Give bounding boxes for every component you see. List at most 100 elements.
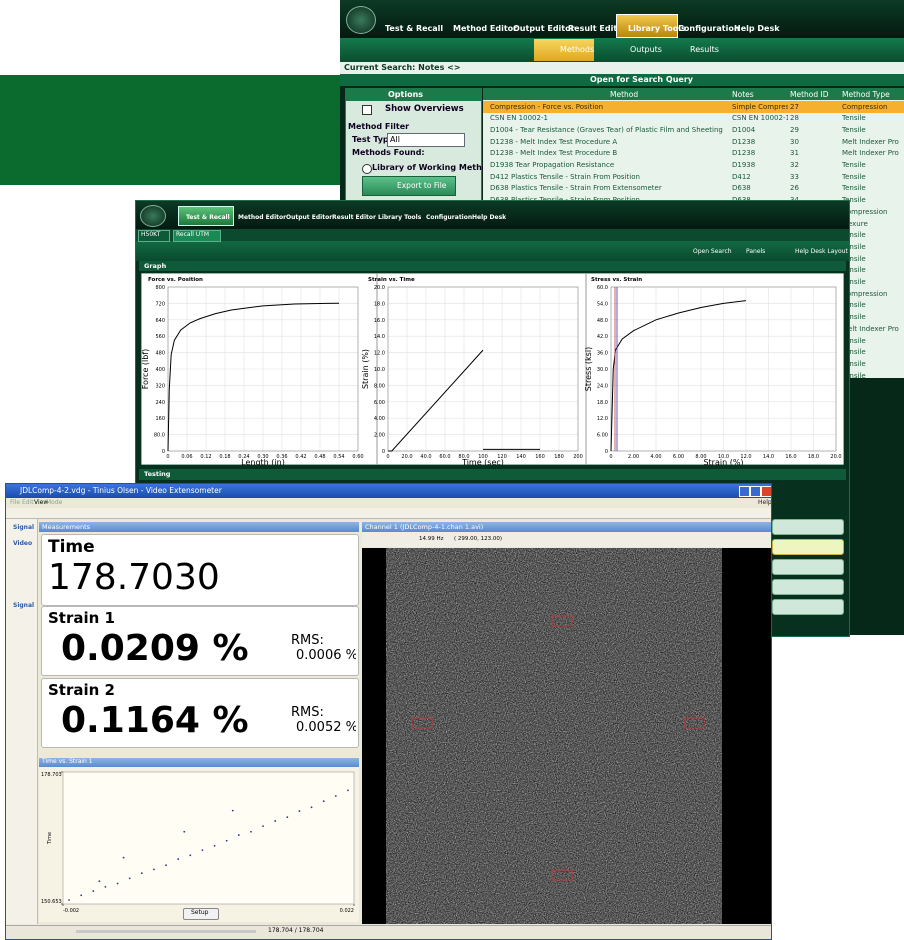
table-cell[interactable]: CSN EN 10002-1: [732, 114, 788, 123]
table-cell[interactable]: Tensile: [842, 196, 866, 205]
tab[interactable]: [138, 230, 170, 242]
menu-item[interactable]: Test & Recall: [385, 24, 444, 33]
menu-item[interactable]: Method Editor: [238, 214, 287, 221]
table-cell[interactable]: Tensile: [842, 336, 866, 345]
setup-label[interactable]: Setup: [191, 909, 209, 916]
tab[interactable]: [173, 230, 221, 242]
export-label[interactable]: Export to File: [397, 181, 447, 190]
table-cell[interactable]: Tensile: [842, 172, 866, 181]
test-type-select[interactable]: [387, 133, 465, 147]
table-cell[interactable]: Tensile: [842, 359, 866, 368]
table-cell[interactable]: Melt Indexer Pro: [842, 149, 899, 158]
table-cell[interactable]: D412: [732, 172, 751, 181]
table-cell[interactable]: Tensile: [842, 313, 866, 322]
table-cell[interactable]: Melt Indexer Pro: [842, 324, 899, 333]
active-menu-box[interactable]: [616, 14, 678, 38]
sidebar-item[interactable]: Video: [13, 540, 33, 547]
export-button[interactable]: [362, 176, 456, 196]
tab-label[interactable]: H50KT: [141, 231, 161, 238]
table-cell[interactable]: D1238 - Melt Index Test Procedure A: [490, 137, 618, 146]
table-cell[interactable]: 29: [790, 125, 799, 134]
table-cell[interactable]: Tensile: [842, 266, 866, 275]
table-cell[interactable]: 28: [790, 114, 799, 123]
menu-item[interactable]: File: [10, 499, 21, 506]
table-cell[interactable]: 30: [790, 137, 799, 146]
table-cell[interactable]: Tensile: [842, 184, 866, 193]
checkbox[interactable]: [362, 105, 372, 115]
menu-item[interactable]: Output Editor: [513, 24, 575, 33]
table-cell[interactable]: D638: [732, 184, 751, 193]
menu-item[interactable]: Library Tools: [628, 24, 686, 33]
selected-row[interactable]: [483, 101, 904, 113]
table-cell[interactable]: Melt Indexer Pro: [842, 137, 899, 146]
search-bar[interactable]: [340, 74, 904, 86]
table-cell[interactable]: Flexure: [842, 219, 868, 228]
menu-item[interactable]: Output Editor: [286, 214, 333, 221]
panel-button[interactable]: [772, 579, 844, 595]
table-cell[interactable]: D1238: [732, 149, 756, 158]
table-cell[interactable]: Compression: [842, 289, 888, 298]
sidebar-item[interactable]: Signal: [13, 524, 35, 531]
table-cell[interactable]: D638 Plastics Tensile - Strain From Exte…: [490, 184, 662, 193]
subtab[interactable]: Methods: [560, 45, 595, 54]
toolbar-button[interactable]: Open Search: [693, 248, 732, 255]
menu-item[interactable]: Library Tools: [378, 214, 422, 221]
table-cell[interactable]: Tensile: [842, 254, 866, 263]
table-cell[interactable]: 33: [790, 172, 799, 181]
table-cell[interactable]: Tensile: [842, 161, 866, 169]
menu-item[interactable]: Result Editor: [568, 24, 627, 33]
menu-item[interactable]: Mode: [46, 499, 63, 506]
table-cell[interactable]: Tensile: [842, 242, 866, 251]
subtab[interactable]: Results: [690, 45, 719, 54]
column-header[interactable]: Method: [610, 90, 639, 99]
active-subtab[interactable]: [534, 39, 594, 61]
menu-item[interactable]: Help Desk: [734, 24, 780, 33]
column-header[interactable]: Method Type: [842, 90, 890, 99]
panel-button[interactable]: [772, 539, 844, 555]
sidebar-item[interactable]: Signal: [13, 602, 35, 609]
table-cell[interactable]: 27: [790, 102, 799, 111]
table-cell[interactable]: Compression: [842, 207, 888, 216]
panel-button[interactable]: [772, 519, 844, 535]
setup-button[interactable]: [183, 908, 219, 920]
show-overviews[interactable]: Show Overviews: [385, 104, 464, 114]
column-header[interactable]: Notes: [732, 90, 754, 99]
active-menu-box[interactable]: [178, 206, 234, 226]
table-cell[interactable]: D1938: [732, 161, 756, 169]
panel-button[interactable]: [772, 599, 844, 615]
table-cell[interactable]: Tensile: [842, 114, 866, 123]
menu-item[interactable]: Configuration: [426, 214, 473, 221]
table-cell[interactable]: D1938 Tear Propagation Resistance: [490, 161, 615, 169]
table-cell[interactable]: Compression: [842, 102, 888, 111]
table-cell[interactable]: Simple Compression: [732, 102, 788, 111]
menu-item[interactable]: Edit: [22, 499, 34, 506]
table-cell[interactable]: Tensile: [842, 371, 866, 380]
table-cell[interactable]: D1004: [732, 125, 756, 134]
search-bar-label[interactable]: Open for Search Query: [590, 75, 693, 84]
table-cell[interactable]: 31: [790, 149, 799, 158]
table-cell[interactable]: Compression - Force vs. Position: [490, 102, 604, 111]
column-header[interactable]: Method ID: [790, 90, 829, 99]
table-cell[interactable]: 26: [790, 184, 799, 193]
table-cell[interactable]: Tensile: [842, 231, 866, 240]
table-cell[interactable]: D1004 - Tear Resistance (Graves Tear) of…: [490, 125, 723, 134]
toolbar-button[interactable]: Help Desk Layout: [795, 248, 848, 255]
table-cell[interactable]: 32: [790, 161, 799, 169]
close[interactable]: [761, 486, 771, 497]
table-cell[interactable]: Tensile: [842, 348, 866, 357]
test-type-value[interactable]: All: [390, 135, 400, 144]
menu-item[interactable]: Configuration: [678, 24, 740, 33]
menu-item[interactable]: View: [34, 499, 49, 506]
panel-button[interactable]: [772, 559, 844, 575]
menu-item[interactable]: Test & Recall: [186, 214, 230, 221]
table-cell[interactable]: D1238 - Melt Index Test Procedure B: [490, 149, 618, 158]
table-cell[interactable]: Tensile: [842, 125, 866, 134]
maximize[interactable]: [750, 486, 761, 497]
library-option[interactable]: Library of Working Methods: [372, 163, 498, 172]
table-cell[interactable]: Tensile: [842, 301, 866, 310]
radio[interactable]: [362, 164, 372, 174]
menu-item[interactable]: Help Desk: [472, 214, 507, 221]
minimize[interactable]: [739, 486, 750, 497]
menu-item[interactable]: Result Editor: [332, 214, 376, 221]
menu-item[interactable]: Method Editor: [453, 24, 518, 33]
